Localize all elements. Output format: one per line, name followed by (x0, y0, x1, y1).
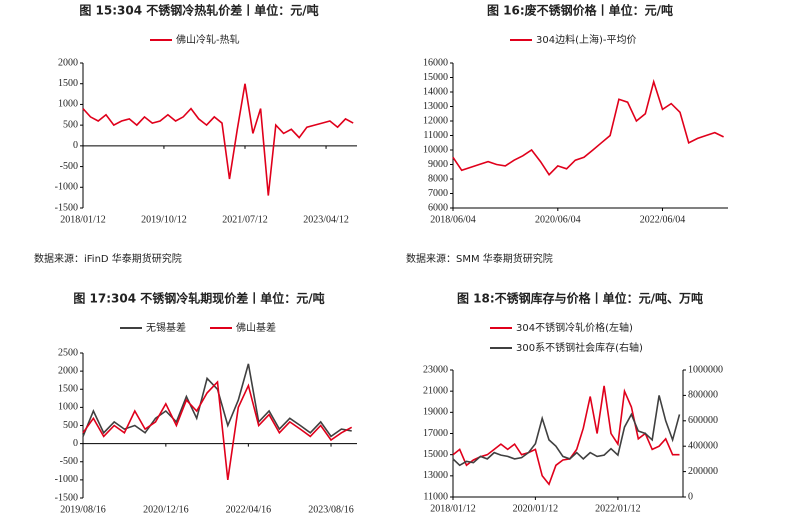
y-tick-label: 13000 (423, 101, 448, 112)
series-line (82, 363, 352, 438)
y2-tick-label: 800000 (688, 390, 718, 401)
y-tick-label: -1000 (55, 474, 78, 485)
x-tick-label: 2022/06/04 (640, 214, 686, 225)
series-line (452, 78, 724, 176)
y-tick-label: 12000 (423, 115, 448, 126)
y-tick-label: 14000 (423, 86, 448, 97)
y-tick-label: 1500 (58, 78, 78, 89)
y-tick-label: -1000 (55, 182, 78, 193)
y-tick-label: 23000 (423, 364, 448, 375)
y-tick-label: 500 (63, 119, 78, 130)
x-tick-label: 2022/04/16 (226, 504, 272, 515)
y-tick-label: 7000 (428, 188, 448, 199)
x-tick-label: 2019/10/12 (141, 214, 187, 225)
legend-label: 304边料(上海)-平均价 (536, 33, 637, 46)
x-tick-label: 2021/07/12 (222, 214, 268, 225)
y-tick-label: 16000 (423, 57, 448, 68)
x-tick-label: 2019/08/16 (60, 504, 106, 515)
y-tick-label: 19000 (423, 407, 448, 418)
source-note: 数据来源：iFinD 华泰期货研究院 (34, 252, 182, 265)
y2-tick-label: 200000 (688, 466, 718, 477)
y-tick-label: 13000 (423, 470, 448, 481)
x-tick-label: 2020/06/04 (535, 214, 581, 225)
series-line (82, 83, 354, 196)
series-line (82, 380, 353, 481)
legend-label: 佛山冷轧-热轧 (176, 33, 240, 46)
y-tick-label: 9000 (428, 159, 448, 170)
y2-tick-label: 600000 (688, 415, 718, 426)
y-tick-label: 2000 (58, 57, 78, 68)
legend-label: 无锡基差 (146, 321, 186, 334)
source-note: 数据来源：SMM 华泰期货研究院 (406, 252, 553, 265)
y-tick-label: 15000 (423, 449, 448, 460)
series-line (452, 395, 681, 467)
y-tick-label: 21000 (423, 385, 448, 396)
x-tick-label: 2023/04/12 (303, 214, 349, 225)
y-tick-label: 15000 (423, 72, 448, 83)
y-tick-label: 0 (73, 438, 78, 449)
x-tick-label: 2018/01/12 (60, 214, 106, 225)
y-tick-label: 1500 (58, 384, 78, 395)
y-tick-label: 1000 (58, 99, 78, 110)
y-tick-label: 11000 (423, 491, 448, 502)
y-tick-label: 10000 (423, 144, 448, 155)
y-tick-label: 2500 (58, 347, 78, 358)
y-tick-label: 8000 (428, 173, 448, 184)
x-tick-label: 2020/12/16 (143, 504, 189, 515)
y-tick-label: -1500 (55, 202, 78, 213)
x-tick-label: 2018/01/12 (430, 503, 476, 514)
chart-title: 图 16:废不锈钢价格丨单位：元/吨 (487, 3, 673, 18)
y2-tick-label: 400000 (688, 440, 718, 451)
y-tick-label: 11000 (423, 130, 448, 141)
legend-label: 300系不锈钢社会库存(右轴) (516, 341, 643, 354)
series-line (452, 385, 680, 486)
y-tick-label: 17000 (423, 428, 448, 439)
y-tick-label: 2000 (58, 365, 78, 376)
y2-tick-label: 0 (688, 491, 693, 502)
x-tick-label: 2023/08/16 (308, 504, 354, 515)
y-tick-label: 0 (73, 140, 78, 151)
y2-tick-label: 1000000 (688, 364, 723, 375)
legend-label: 304不锈钢冷轧价格(左轴) (516, 321, 633, 334)
y-tick-label: 1000 (58, 402, 78, 413)
y-tick-label: -500 (60, 456, 78, 467)
chart-title: 图 18:不锈钢库存与价格丨单位：元/吨、万吨 (457, 291, 703, 306)
legend-label: 佛山基差 (236, 321, 276, 334)
y-tick-label: -500 (60, 161, 78, 172)
x-tick-label: 2022/01/12 (595, 503, 641, 514)
y-tick-label: 6000 (428, 202, 448, 213)
x-tick-label: 2020/01/12 (513, 503, 559, 514)
chart-title: 图 15:304 不锈钢冷热轧价差丨单位：元/吨 (79, 3, 318, 18)
y-tick-label: 500 (63, 420, 78, 431)
x-tick-label: 2018/06/04 (430, 214, 476, 225)
y-tick-label: -1500 (55, 492, 78, 503)
chart-title: 图 17:304 不锈钢冷轧期现价差丨单位：元/吨 (73, 291, 324, 306)
